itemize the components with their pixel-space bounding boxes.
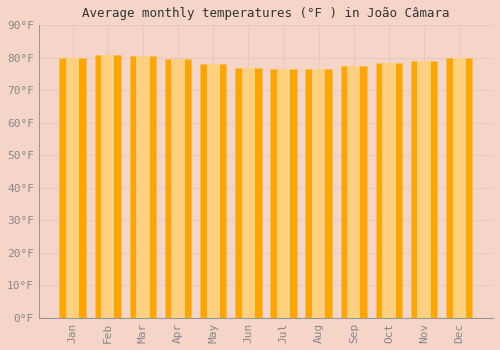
Bar <box>94 55 121 318</box>
Bar <box>270 69 296 318</box>
Bar <box>235 68 262 318</box>
Bar <box>200 64 226 318</box>
Bar <box>347 66 360 318</box>
Bar <box>136 56 149 318</box>
Bar <box>242 68 255 318</box>
Bar <box>130 56 156 318</box>
Bar <box>66 58 79 318</box>
Bar <box>376 63 402 318</box>
Bar <box>411 61 438 318</box>
Bar <box>446 58 472 318</box>
Bar <box>382 63 396 318</box>
Bar <box>306 69 332 318</box>
Bar <box>340 66 367 318</box>
Bar <box>60 58 86 318</box>
Bar <box>165 60 191 318</box>
Bar <box>101 55 114 318</box>
Bar <box>312 69 325 318</box>
Bar <box>172 60 184 318</box>
Bar <box>452 58 466 318</box>
Title: Average monthly temperatures (°F ) in João Câmara: Average monthly temperatures (°F ) in Jo… <box>82 7 450 20</box>
Bar <box>277 69 290 318</box>
Bar <box>206 64 220 318</box>
Bar <box>418 61 430 318</box>
